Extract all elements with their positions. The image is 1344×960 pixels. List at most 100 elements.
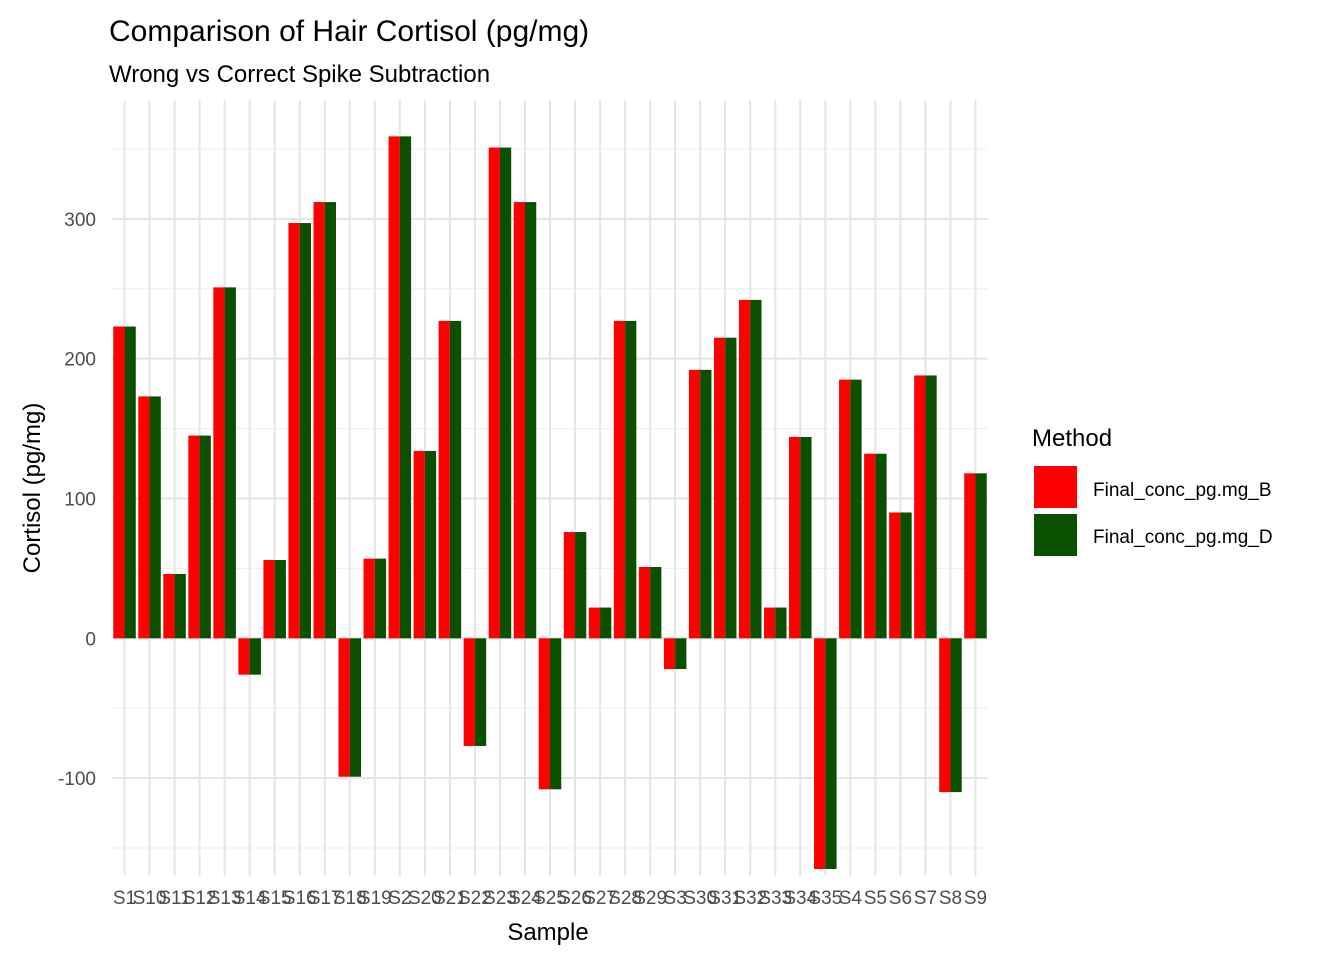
bar-S4-d bbox=[850, 379, 862, 639]
bar-S22-b bbox=[463, 638, 475, 746]
y-tick-label: 0 bbox=[85, 629, 96, 650]
bar-S12-d bbox=[199, 435, 211, 639]
bar-S24-d bbox=[524, 202, 537, 639]
bar-S6-b bbox=[889, 512, 901, 639]
bar-S32-d bbox=[750, 299, 762, 639]
bar-S21-b bbox=[438, 320, 450, 639]
x-tick-label: S24 bbox=[508, 888, 542, 909]
x-tick-label: S9 bbox=[964, 888, 987, 909]
x-tick-label: S13 bbox=[208, 888, 242, 909]
chart-subtitle: Wrong vs Correct Spike Subtraction bbox=[109, 61, 490, 88]
bar-S13-d bbox=[224, 287, 236, 639]
bar-S20-b bbox=[413, 450, 425, 639]
x-tick-label: S8 bbox=[939, 888, 962, 909]
bar-S8-b bbox=[939, 638, 951, 793]
x-axis-ticks: S1S10S11S12S13S14S15S16S17S18S19S2S20S21… bbox=[113, 888, 987, 909]
bar-S25-b bbox=[538, 638, 550, 790]
y-axis-title: Cortisol (pg/mg) bbox=[19, 403, 46, 574]
x-tick-label: S4 bbox=[839, 888, 863, 909]
x-tick-label: S3 bbox=[664, 888, 687, 909]
bar-S18-b bbox=[338, 638, 350, 777]
bar-S24-b bbox=[513, 202, 525, 639]
bar-S27-d bbox=[600, 607, 612, 639]
bar-S10-d bbox=[149, 396, 161, 639]
bar-S23-d bbox=[499, 147, 512, 639]
legend-label-b: Final_conc_pg.mg_B bbox=[1093, 480, 1272, 501]
bar-S30-b bbox=[688, 369, 701, 639]
bar-S27-b bbox=[588, 607, 601, 639]
bar-S9-d bbox=[975, 473, 987, 639]
bar-S7-d bbox=[925, 375, 937, 639]
bar-S14-b bbox=[238, 638, 250, 675]
x-tick-label: S6 bbox=[889, 888, 912, 909]
x-tick-label: S23 bbox=[483, 888, 517, 909]
x-axis-title: Sample bbox=[507, 919, 588, 946]
bar-S19-b bbox=[363, 558, 375, 639]
x-tick-label: S25 bbox=[533, 888, 567, 909]
bar-S8-d bbox=[950, 638, 962, 793]
x-tick-label: S27 bbox=[583, 888, 617, 909]
x-tick-label: S35 bbox=[808, 888, 842, 909]
bar-S3-b bbox=[663, 638, 676, 670]
x-tick-label: S2 bbox=[388, 888, 411, 909]
y-tick-label: -100 bbox=[58, 769, 96, 790]
x-tick-label: S19 bbox=[358, 888, 392, 909]
bar-S32-b bbox=[738, 299, 751, 639]
legend-label-d: Final_conc_pg.mg_D bbox=[1093, 527, 1273, 548]
bar-S35-d bbox=[825, 638, 837, 870]
x-tick-label: S31 bbox=[708, 888, 742, 909]
x-tick-label: S11 bbox=[158, 888, 190, 909]
bar-S2-d bbox=[399, 136, 412, 639]
bar-S9-b bbox=[964, 473, 976, 639]
bar-S19-d bbox=[374, 558, 387, 639]
bar-S2-b bbox=[388, 136, 400, 639]
bar-S16-b bbox=[288, 223, 300, 639]
x-tick-label: S18 bbox=[333, 888, 367, 909]
legend-title: Method bbox=[1032, 425, 1112, 452]
bar-S14-d bbox=[249, 638, 261, 675]
x-tick-label: S16 bbox=[283, 888, 317, 909]
x-tick-label: S15 bbox=[258, 888, 292, 909]
bar-S11-d bbox=[174, 573, 186, 639]
x-tick-label: S26 bbox=[558, 888, 592, 909]
bar-S17-b bbox=[313, 202, 325, 639]
bar-S12-b bbox=[188, 435, 200, 639]
bar-S15-d bbox=[274, 560, 286, 639]
legend-swatch-b bbox=[1034, 466, 1077, 508]
x-tick-label: S12 bbox=[183, 888, 217, 909]
bar-S13-b bbox=[213, 287, 225, 639]
bar-S23-b bbox=[488, 147, 500, 639]
x-tick-label: S10 bbox=[133, 888, 167, 909]
bar-S10-b bbox=[138, 396, 150, 639]
x-tick-label: S22 bbox=[458, 888, 492, 909]
bar-S30-d bbox=[700, 369, 712, 639]
bar-S3-d bbox=[675, 638, 687, 670]
bar-S35-b bbox=[814, 638, 826, 870]
x-tick-label: S20 bbox=[408, 888, 442, 909]
bar-S33-b bbox=[763, 607, 776, 639]
x-tick-label: S5 bbox=[864, 888, 887, 909]
bar-S5-b bbox=[864, 453, 876, 639]
bar-S29-d bbox=[650, 566, 662, 639]
y-axis-ticks: -100 0 100 200 300 bbox=[58, 210, 96, 790]
x-tick-label: S28 bbox=[608, 888, 642, 909]
legend: Method Final_conc_pg.mg_B Final_conc_pg.… bbox=[1032, 425, 1273, 556]
x-tick-label: S30 bbox=[683, 888, 717, 909]
bar-S26-d bbox=[575, 532, 587, 639]
bar-S34-d bbox=[800, 436, 812, 639]
bar-S5-d bbox=[875, 453, 887, 639]
y-tick-label: 100 bbox=[64, 489, 96, 510]
bar-S6-d bbox=[900, 512, 912, 639]
bar-S1-b bbox=[113, 326, 125, 639]
bar-S28-d bbox=[625, 320, 637, 639]
x-tick-label: S33 bbox=[758, 888, 792, 909]
bar-S17-d bbox=[324, 202, 337, 639]
x-tick-label: S32 bbox=[733, 888, 767, 909]
bar-S21-d bbox=[449, 320, 462, 639]
x-tick-label: S1 bbox=[113, 888, 136, 909]
bar-S15-b bbox=[263, 560, 275, 639]
bar-S29-b bbox=[638, 566, 651, 639]
bar-S33-d bbox=[775, 607, 787, 639]
x-tick-label: S17 bbox=[308, 888, 342, 909]
